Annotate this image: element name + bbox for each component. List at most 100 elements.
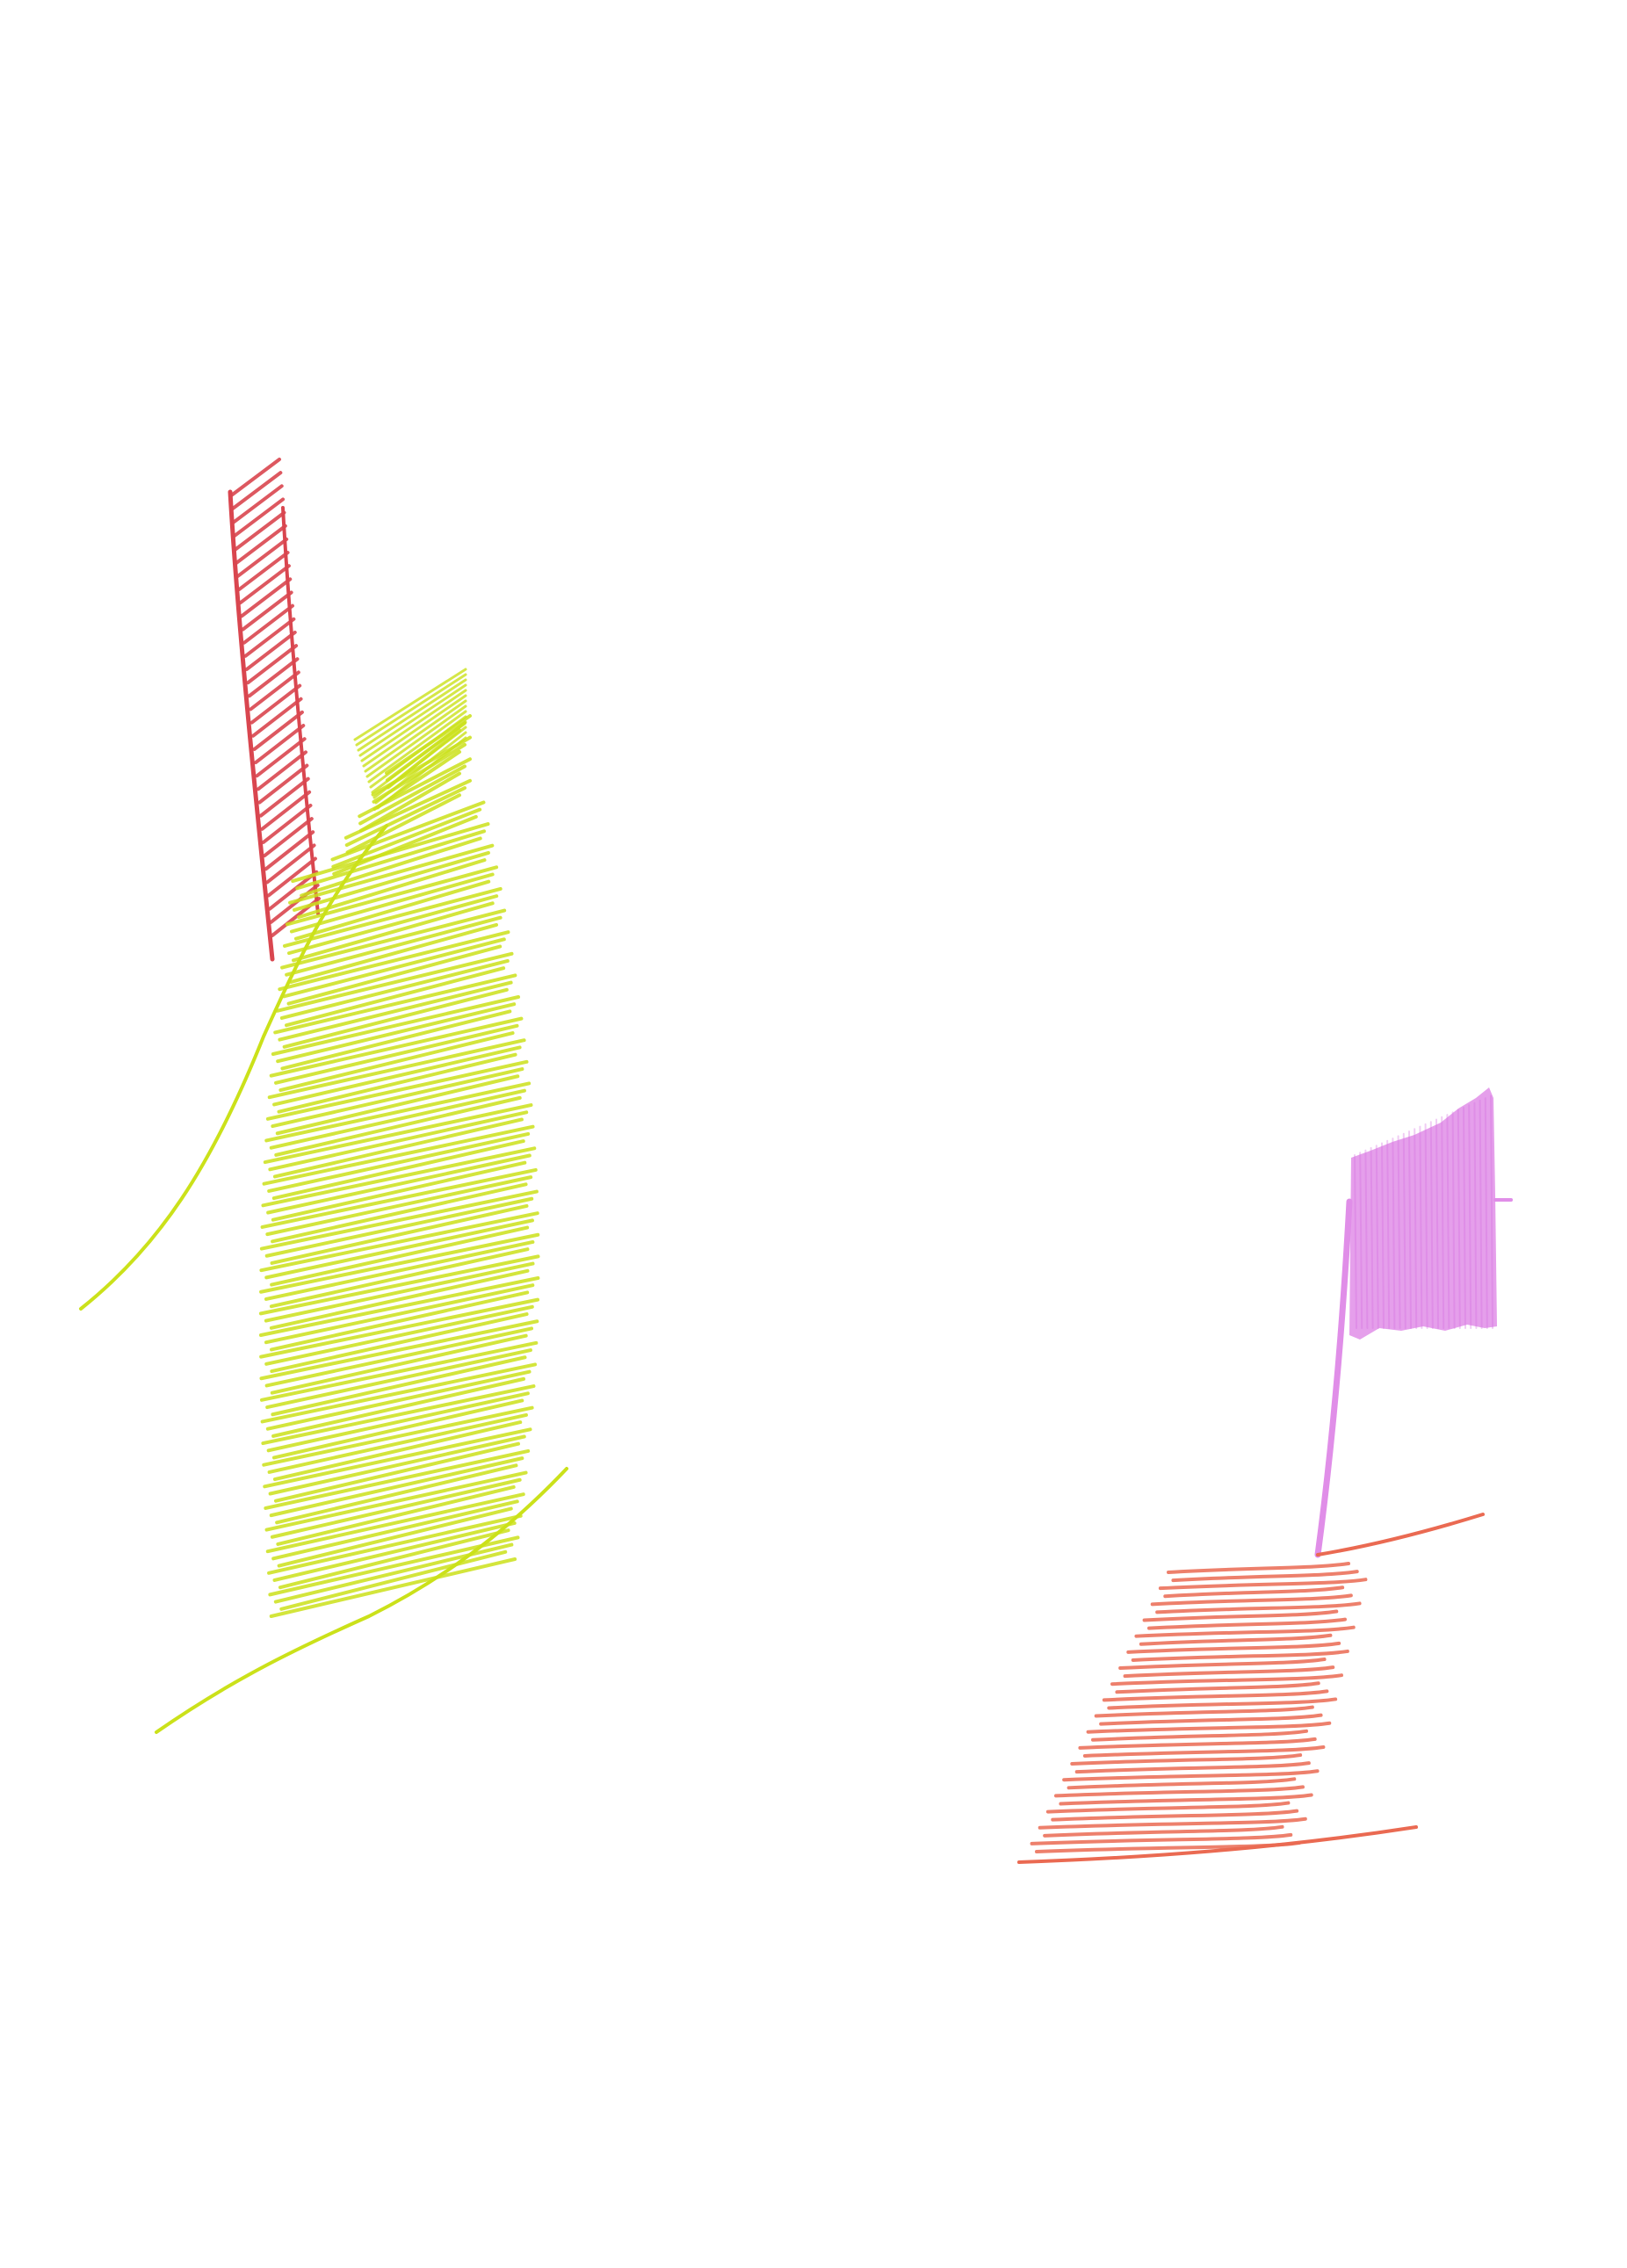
yellow-green-scribble-line [262, 1405, 534, 1467]
salmon-hatched-base-line [1070, 1753, 1303, 1766]
yellow-green-scribble-line [278, 980, 513, 1042]
yellow-green-scribble-line [260, 1362, 538, 1424]
yellow-green-scribble-line [270, 1203, 529, 1265]
salmon-hatched-base-line [1043, 1824, 1284, 1838]
red-hatched-stroke-line [230, 484, 284, 525]
yellow-green-scribble-line [300, 836, 482, 898]
yellow-green-curve-lower [155, 1467, 568, 1734]
red-hatched-stroke-line [264, 830, 315, 871]
pink-flag-body [1349, 1087, 1497, 1340]
yellow-green-scribble-line [372, 726, 467, 799]
red-hatched-stroke-line [242, 603, 294, 645]
pink-flag-line [1441, 1116, 1445, 1329]
salmon-hatched-base-line [1067, 1777, 1297, 1790]
yellow-green-scribble-line [287, 894, 499, 956]
red-hatched-stroke-line [261, 803, 313, 844]
yellow-green-scribble-line [267, 1412, 528, 1474]
red-hatched-stroke-line [233, 510, 286, 552]
salmon-hatched-base-line [1102, 1689, 1329, 1702]
yellow-green-scribble-line [358, 683, 467, 757]
red-hatched-stroke-line [249, 670, 300, 711]
salmon-hatched-base-line [1167, 1562, 1350, 1574]
salmon-hatched-base-line [1147, 1617, 1347, 1630]
pink-flag-line [1370, 1146, 1374, 1329]
pink-flag-line [1457, 1109, 1461, 1329]
salmon-hatched-base-line [1038, 1817, 1307, 1830]
yellow-green-scribble-line [360, 689, 467, 762]
salmon-hatched-base-line [1155, 1601, 1362, 1614]
pink-flag [1349, 1087, 1513, 1340]
yellow-green-scribble-line [282, 886, 503, 948]
yellow-green-scribble-line [295, 829, 487, 891]
pink-flag-line [1381, 1142, 1385, 1329]
salmon-hatched-base-line [1158, 1578, 1368, 1591]
salmon-hatched-base-line [1045, 1801, 1291, 1814]
yellow-green-scribble-line [273, 973, 517, 1035]
yellow-green-scribble-line [274, 1023, 519, 1085]
salmon-hatched-base-line [1062, 1769, 1320, 1782]
yellow-green-scribble-line [274, 1441, 520, 1503]
yellow-green-scribble-line [278, 930, 510, 992]
yellow-green-scribble-line [278, 1031, 515, 1093]
red-hatched-stroke-line [265, 843, 316, 885]
salmon-hatched-base-line [1017, 1825, 1418, 1864]
yellow-green-scribble-line [271, 995, 521, 1056]
red-hatched-stroke-line [246, 644, 299, 685]
salmon-hatched-base-line [1086, 1721, 1332, 1734]
yellow-green-scribble-line [259, 1232, 540, 1294]
yellow-green-scribble-line [271, 1160, 527, 1222]
yellow-green-scribble-line [374, 731, 467, 805]
pink-flag-line [1375, 1145, 1379, 1329]
yellow-green-scribble-line [269, 1247, 530, 1309]
yellow-green-scribble-line [343, 778, 472, 840]
yellow-green-scribble-line [269, 1088, 526, 1150]
yellow-green-scribble-line [367, 710, 467, 784]
yellow-green-scribble-line [277, 1052, 517, 1114]
pink-flag-line [1354, 1154, 1357, 1329]
yellow-green-scribble-line [260, 1167, 538, 1229]
red-hatched-stroke-line [251, 697, 303, 738]
yellow-green-scribble-line [285, 966, 506, 1028]
salmon-hatched-base-line [1142, 1609, 1339, 1622]
red-hatched-stroke-line [258, 776, 310, 818]
red-hatched-stroke-line [260, 790, 312, 831]
salmon-hatched-base-line [1134, 1625, 1356, 1638]
yellow-green-scribble-line [293, 850, 490, 912]
yellow-green-scribble-line [264, 1448, 531, 1510]
yellow-green-scribble-line [258, 1276, 540, 1337]
yellow-green-scribble-line [264, 1081, 531, 1143]
pink-flag-line [1479, 1099, 1483, 1329]
yellow-green-scribble-line [271, 1355, 527, 1417]
salmon-hatched-base-line [1091, 1729, 1308, 1742]
pink-flag-line [1451, 1111, 1456, 1329]
pink-flag-line [1408, 1130, 1412, 1329]
yellow-green-scribble-line [365, 704, 467, 778]
pink-flag-line [1446, 1114, 1450, 1329]
pink-flag-line [1359, 1152, 1363, 1329]
pink-flag-pole [1314, 1198, 1353, 1558]
salmon-hatched-base-line [1171, 1570, 1359, 1583]
yellow-green-scribble-line [259, 1211, 539, 1273]
yellow-green-scribble-line [279, 958, 510, 1020]
red-hatched-stroke-line [244, 630, 297, 671]
yellow-green-scribble-line [344, 786, 466, 848]
yellow-green-scribble-line [271, 1182, 528, 1244]
yellow-green-scribble-line [270, 1312, 529, 1374]
pink-flag-line [1414, 1128, 1418, 1329]
salmon-hatched-base-line [1051, 1809, 1299, 1822]
yellow-green-scribble-line [261, 1384, 536, 1446]
pink-flag-line [1386, 1139, 1391, 1329]
yellow-green-scribble-line [358, 771, 461, 833]
red-hatched-stroke-line [241, 590, 293, 632]
yellow-green-scribble-line [371, 720, 467, 794]
salmon-hatched-base-line [1110, 1673, 1343, 1687]
yellow-green-scribble-line [267, 1131, 531, 1193]
yellow-green-scribble-line [271, 1376, 526, 1438]
yellow-green-scribble-line [264, 1326, 534, 1388]
yellow-green-scribble-line [268, 1434, 526, 1496]
yellow-green-scribble-line [357, 678, 467, 752]
pink-flag-line [1424, 1123, 1428, 1329]
salmon-hatched-base-line [1099, 1713, 1323, 1726]
yellow-green-scribble [258, 668, 540, 1618]
